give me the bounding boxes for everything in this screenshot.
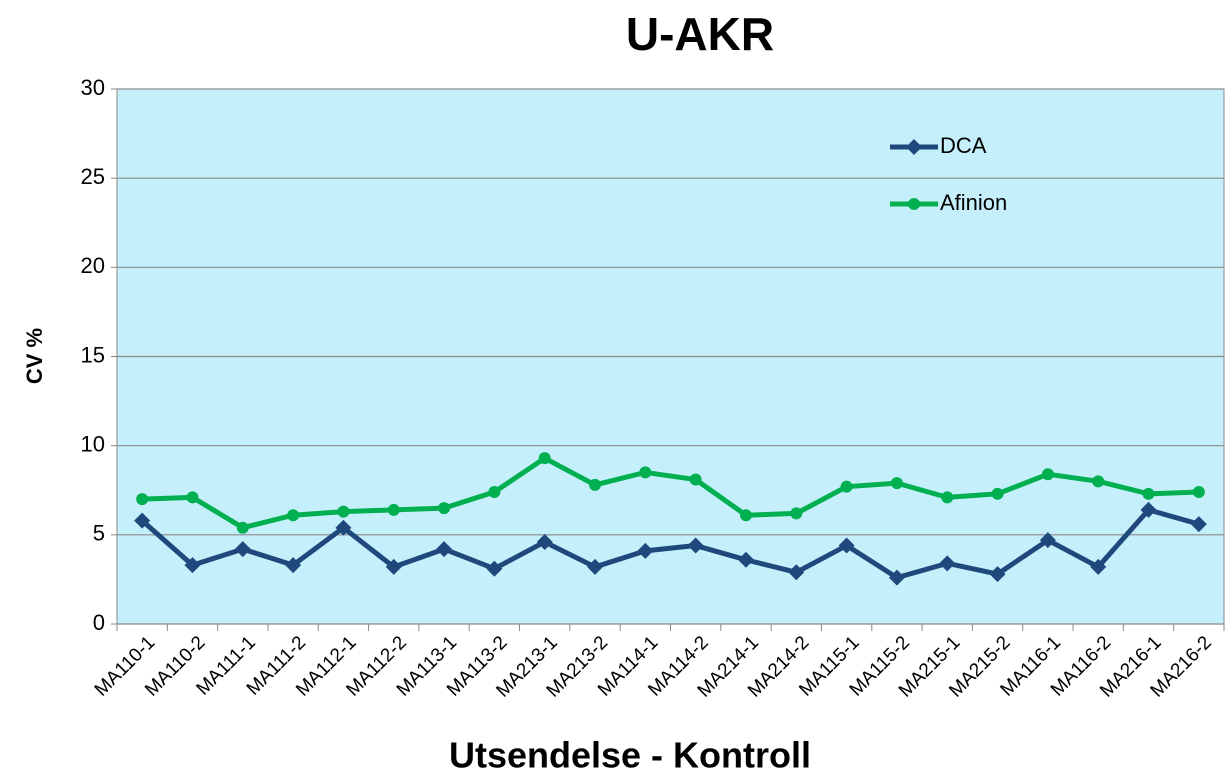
data-point xyxy=(838,537,855,554)
data-point xyxy=(234,541,251,558)
data-point xyxy=(888,569,905,586)
data-point xyxy=(287,509,300,522)
data-point xyxy=(385,558,402,575)
data-point xyxy=(136,493,149,506)
data-point xyxy=(134,512,151,529)
data-point xyxy=(890,477,903,490)
data-point xyxy=(536,533,553,550)
legend-label: DCA xyxy=(940,133,987,158)
data-point xyxy=(739,509,752,522)
data-point xyxy=(737,551,754,568)
data-point xyxy=(989,566,1006,583)
data-point xyxy=(1039,532,1056,549)
data-point xyxy=(589,478,602,491)
data-point xyxy=(941,491,954,504)
data-point xyxy=(184,557,201,574)
legend-label: Afinion xyxy=(940,190,1007,215)
legend-marker xyxy=(906,139,922,155)
data-point xyxy=(1192,486,1205,499)
data-point xyxy=(387,503,400,516)
data-point xyxy=(1092,475,1105,488)
data-point xyxy=(991,487,1004,500)
data-point xyxy=(486,560,503,577)
y-tick-label: 5 xyxy=(93,521,105,546)
legend-marker xyxy=(908,198,920,210)
series-line xyxy=(140,507,1200,581)
data-point xyxy=(438,502,451,515)
y-axis-label: CV % xyxy=(22,328,47,384)
y-tick-label: 10 xyxy=(81,431,105,456)
data-point xyxy=(687,537,704,554)
data-point xyxy=(790,507,803,520)
data-point xyxy=(436,541,453,558)
y-tick-label: 15 xyxy=(81,342,105,367)
y-tick-label: 30 xyxy=(81,75,105,100)
y-tick-label: 20 xyxy=(81,253,105,278)
y-tick-label: 0 xyxy=(93,610,105,635)
data-point xyxy=(1090,558,1107,575)
data-point xyxy=(939,555,956,572)
chart-title: U-AKR xyxy=(626,8,774,60)
data-point xyxy=(538,452,551,465)
data-point xyxy=(840,480,853,493)
data-point xyxy=(1140,501,1157,518)
data-point xyxy=(689,473,702,486)
data-point xyxy=(1190,516,1207,533)
data-point xyxy=(1142,487,1155,500)
data-point xyxy=(488,486,501,499)
data-point xyxy=(335,519,352,536)
data-point xyxy=(637,542,654,559)
data-point xyxy=(236,521,249,534)
y-tick-label: 25 xyxy=(81,164,105,189)
data-point xyxy=(1041,468,1054,481)
x-axis-label: Utsendelse - Kontroll xyxy=(449,735,811,776)
data-point xyxy=(788,564,805,581)
data-point xyxy=(186,491,199,504)
data-point xyxy=(639,466,652,479)
data-point xyxy=(285,557,302,574)
series-line xyxy=(142,455,1199,531)
data-point xyxy=(337,505,350,518)
data-point xyxy=(587,558,604,575)
